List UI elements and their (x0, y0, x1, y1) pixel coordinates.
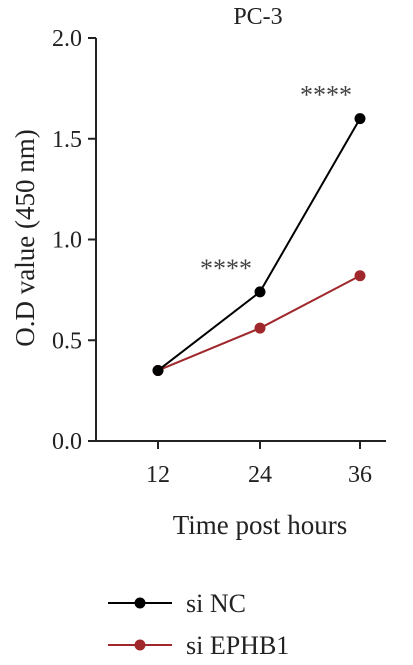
x-ticks: 12 24 36 (146, 441, 372, 488)
y-tick-label: 0.5 (52, 328, 82, 354)
significance-annotation: **** (300, 81, 352, 110)
data-point-si-ephb1 (254, 322, 266, 334)
series-layer (152, 113, 366, 376)
legend-marker-si-ephb1 (134, 639, 146, 651)
y-ticks: 0.0 0.5 1.0 1.5 2.0 (52, 26, 96, 455)
legend-label-si-ephb1: si EPHB1 (186, 631, 289, 660)
legend: si NC si EPHB1 (108, 589, 289, 660)
x-tick-label: 24 (248, 462, 272, 488)
y-tick-label: 2.0 (52, 26, 82, 52)
chart-title: PC-3 (233, 4, 282, 30)
data-point-si-nc (152, 364, 164, 376)
significance-annotation: **** (200, 254, 252, 283)
y-tick-label: 1.0 (52, 228, 82, 254)
x-axis-label: Time post hours (173, 510, 348, 540)
y-tick-label: 0.0 (52, 429, 82, 455)
data-point-si-nc (254, 286, 266, 298)
y-axis-label: O.D value (450 nm) (10, 129, 40, 346)
legend-item-si-nc: si NC (108, 589, 246, 618)
data-point-si-ephb1 (354, 270, 366, 282)
annotations: **** **** (200, 81, 352, 283)
legend-marker-si-nc (134, 597, 146, 609)
legend-label-si-nc: si NC (186, 589, 246, 618)
y-tick-label: 1.5 (52, 127, 82, 153)
data-point-si-nc (354, 113, 366, 125)
legend-item-si-ephb1: si EPHB1 (108, 631, 289, 660)
x-tick-label: 12 (146, 462, 170, 488)
x-tick-label: 36 (348, 462, 372, 488)
